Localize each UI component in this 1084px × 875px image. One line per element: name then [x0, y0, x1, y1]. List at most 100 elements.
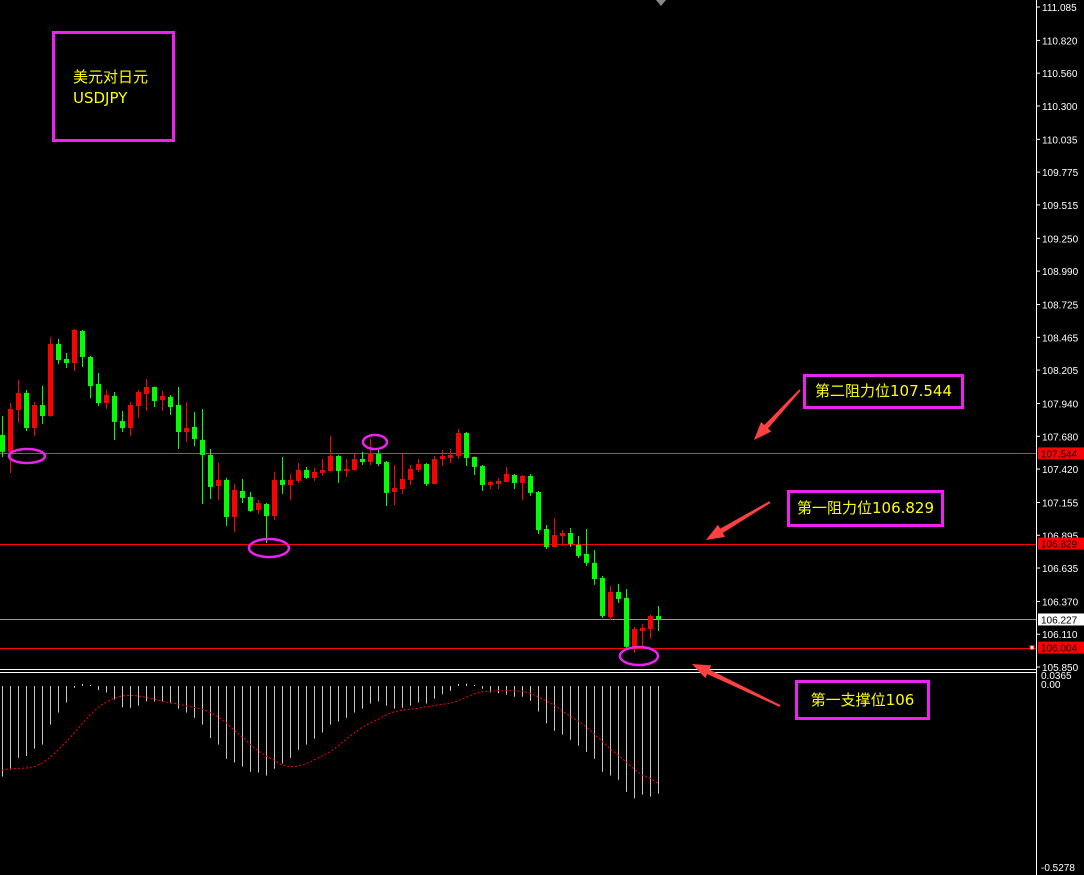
candle-body	[384, 462, 389, 493]
axis-tick-label: 109.515	[1042, 201, 1079, 212]
axis-tick-label: 109.250	[1042, 234, 1079, 245]
candle-body	[192, 426, 197, 439]
candle	[128, 401, 133, 436]
level-price-label: 106.004	[1041, 644, 1078, 655]
candle	[336, 455, 341, 483]
candle	[80, 330, 85, 367]
candle-body	[504, 473, 509, 482]
candle-body	[272, 479, 277, 516]
arrow-icon	[706, 501, 771, 540]
candle-body	[240, 491, 245, 498]
title-symbol: USDJPY	[73, 89, 128, 107]
candle	[8, 403, 13, 473]
level-price-tag	[1038, 537, 1084, 550]
candle-body	[560, 532, 565, 537]
candle-body	[416, 464, 421, 470]
candle	[376, 450, 381, 467]
candle	[256, 499, 261, 514]
candle	[496, 477, 501, 489]
candle-body	[296, 469, 301, 481]
candle	[152, 386, 157, 408]
arrow-icon	[692, 664, 781, 707]
candle	[568, 527, 573, 547]
candle-body	[536, 492, 541, 530]
candle	[224, 477, 229, 526]
candle	[288, 473, 293, 500]
candle-body	[656, 615, 661, 620]
annotation-marks	[7, 389, 801, 707]
candle	[136, 390, 141, 419]
highlight-ellipse	[247, 537, 291, 559]
highlight-ellipse	[618, 645, 660, 667]
candle-body	[248, 496, 253, 511]
candle	[480, 465, 485, 491]
candle	[608, 585, 613, 620]
axis-tick-label: 110.560	[1042, 69, 1078, 80]
candle	[320, 458, 325, 476]
candle-body	[88, 356, 93, 386]
candle	[184, 401, 189, 442]
candle-body	[488, 481, 493, 485]
candle-body	[72, 330, 77, 364]
candle-body	[400, 478, 405, 489]
candle	[600, 575, 605, 618]
arrow-icon	[754, 389, 801, 440]
candle-body	[0, 435, 5, 452]
candle	[200, 408, 205, 504]
candle-body	[408, 468, 413, 480]
candle-body	[600, 577, 605, 616]
candle	[416, 458, 421, 472]
axis-tick-label: 107.680	[1042, 432, 1079, 443]
candle-body	[648, 615, 653, 629]
axis-tick-label: 109.775	[1042, 168, 1079, 179]
candle-body	[448, 454, 453, 458]
indicator-tick-label: -0.5278	[1041, 863, 1075, 874]
candle	[384, 460, 389, 507]
axis-tick-label: 108.465	[1042, 333, 1079, 344]
candle	[272, 471, 277, 520]
candle-body	[592, 562, 597, 579]
candle	[512, 473, 517, 489]
price-axis: 111.085 110.820 110.560 110.300 110.035 109.7…	[656, 0, 1084, 875]
candle-body	[344, 468, 349, 471]
candle	[640, 623, 645, 647]
candle	[432, 455, 437, 485]
candle	[208, 449, 213, 499]
candle	[248, 492, 253, 512]
candle	[504, 466, 509, 483]
candle-body	[464, 433, 469, 458]
candle-body	[176, 405, 181, 432]
candle	[88, 355, 93, 398]
candle	[240, 478, 245, 503]
candle-body	[104, 394, 109, 403]
candle-body	[496, 480, 501, 484]
candle-body	[16, 392, 21, 410]
candle	[40, 385, 45, 424]
candle-body	[472, 456, 477, 467]
axis-tick-label: 106.110	[1042, 630, 1078, 641]
candle-body	[216, 479, 221, 486]
candle	[312, 467, 317, 481]
candle-body	[328, 455, 333, 471]
level-lines	[0, 453, 1036, 649]
candle	[360, 451, 365, 466]
candle-body	[32, 405, 37, 428]
candle-body	[424, 464, 429, 484]
candle	[472, 456, 477, 475]
candle	[176, 386, 181, 450]
candle	[216, 463, 221, 500]
candle-body	[40, 405, 45, 416]
candle-body	[584, 553, 589, 563]
candle-body	[360, 458, 365, 463]
candle-body	[280, 479, 285, 485]
axis-tick-label: 108.725	[1042, 301, 1079, 312]
candle-body	[624, 597, 629, 647]
axis-tick-label: 108.990	[1042, 267, 1079, 278]
highlight-ellipse	[361, 433, 389, 451]
candle-body	[352, 458, 357, 470]
candle-body	[392, 487, 397, 493]
support1-label: 第一支撑位106	[795, 680, 930, 720]
candle	[168, 394, 173, 415]
axis-tick-label: 106.895	[1042, 531, 1079, 542]
